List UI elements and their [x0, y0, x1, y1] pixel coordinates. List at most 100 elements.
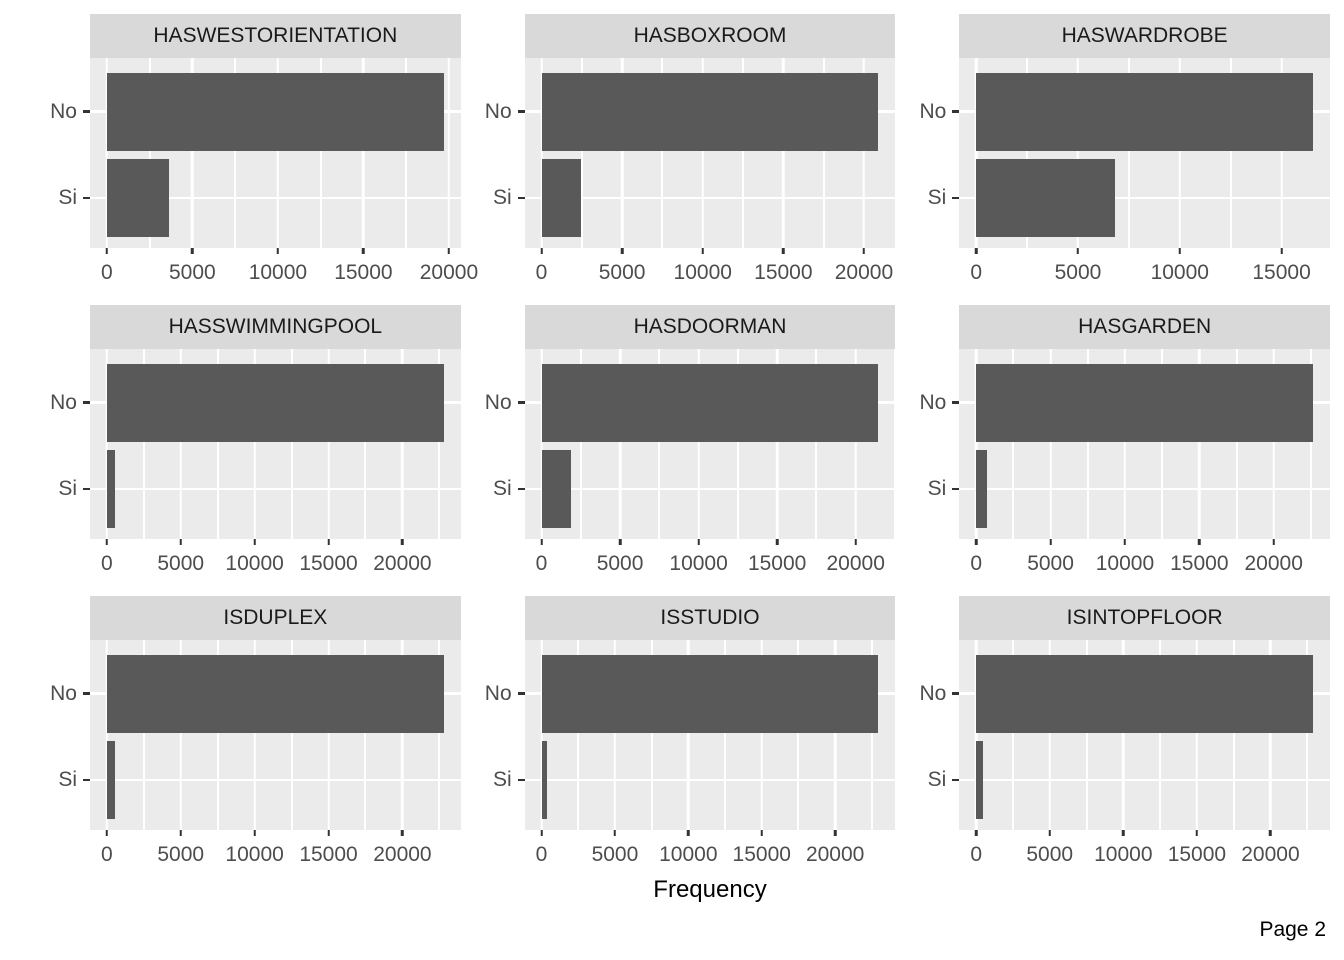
- gridline-minor-x: [658, 349, 661, 539]
- bar-si: [541, 159, 581, 238]
- panel-main: HASGARDEN 0 5000 10000 15000 20000: [959, 305, 1330, 581]
- gridline-minor-x: [1306, 640, 1309, 830]
- bar-no: [541, 72, 879, 151]
- x-tick-mark: [1048, 830, 1051, 836]
- y-tick-mark: [83, 401, 90, 404]
- gridline-minor-x: [142, 349, 145, 539]
- gridline-major-x: [854, 349, 857, 539]
- x-tick-mark: [833, 830, 837, 836]
- facet-title: HASBOXROOM: [633, 24, 787, 47]
- x-tick-mark: [687, 830, 690, 836]
- facet-strip: HASDOORMAN: [524, 305, 896, 349]
- y-axis: No Si: [907, 14, 960, 290]
- gridline-major-x: [1076, 58, 1080, 248]
- bar-si: [541, 450, 572, 529]
- x-tick-mark: [540, 830, 543, 836]
- facet-strip: HASGARDEN: [959, 305, 1330, 349]
- gridline-major-x: [1195, 640, 1199, 830]
- gridline-major-x: [1122, 640, 1125, 830]
- gridline-minor-x: [1235, 349, 1238, 539]
- gridline-major-y: [524, 196, 896, 200]
- x-tick-mark: [179, 539, 182, 545]
- plot-area: [90, 349, 461, 539]
- panel-main: ISDUPLEX 0 5000 10000 15000 20000: [90, 596, 461, 872]
- bar-si: [106, 741, 115, 820]
- gridline-major-x: [974, 640, 978, 830]
- y-tick-label: Si: [927, 186, 947, 210]
- y-tick-mark: [952, 778, 960, 782]
- gridline-minor-x: [290, 349, 293, 539]
- facet-panel-isduplex: No Si ISDUPLEX 0 5000 10000 15000 20000: [38, 596, 461, 872]
- x-tick-label: 10000: [1094, 843, 1153, 866]
- x-tick-mark: [1049, 539, 1052, 545]
- x-tick-mark: [401, 830, 404, 836]
- x-tick-mark: [327, 539, 330, 545]
- y-axis: No Si: [907, 596, 960, 872]
- facet-panel-hasswimmingpool: No Si HASSWIMMINGPOOL 0 5000 10000 15000 2000…: [38, 305, 461, 581]
- y-tick-mark: [517, 110, 525, 113]
- x-tick-label: 0: [970, 261, 983, 284]
- x-tick-mark: [105, 248, 109, 254]
- y-tick-mark: [517, 401, 525, 404]
- y-tick-label: Si: [58, 186, 77, 210]
- gridline-major-x: [782, 58, 785, 248]
- gridline-minor-x: [1159, 640, 1162, 830]
- bar-no: [976, 72, 1314, 151]
- gridline-major-x: [327, 640, 330, 830]
- gridline-major-x: [1272, 349, 1275, 539]
- panel-main: HASSWIMMINGPOOL 0 5000 10000 15000 20000: [90, 305, 461, 581]
- gridline-major-x: [618, 349, 622, 539]
- gridline-minor-x: [1086, 349, 1089, 539]
- x-tick-mark: [974, 248, 978, 254]
- x-axis: 0 5000 10000 15000 20000: [959, 539, 1330, 581]
- y-tick-label: Si: [492, 186, 512, 210]
- x-tick-mark: [775, 539, 779, 545]
- x-axis: 0 5000 10000 15000 20000: [90, 248, 478, 290]
- gridline-minor-x: [364, 349, 367, 539]
- gridline-major-x: [179, 640, 182, 830]
- gridline-major-x: [862, 58, 866, 248]
- x-tick-label: 15000: [1252, 261, 1311, 284]
- gridline-major-x: [105, 58, 109, 248]
- y-tick-label: Si: [927, 477, 947, 501]
- x-tick-mark: [1195, 830, 1199, 836]
- x-tick-label: 5000: [157, 552, 205, 575]
- gridline-major-y: [959, 196, 1330, 200]
- gridline-major-y: [959, 487, 1330, 491]
- gridline-minor-x: [579, 349, 582, 539]
- plot-area: [524, 58, 896, 248]
- x-axis: 0 5000 10000 15000 20000: [90, 830, 461, 872]
- x-axis: 0 5000 10000 15000 20000: [525, 830, 896, 872]
- plot-area: [959, 640, 1330, 830]
- x-tick-mark: [105, 830, 109, 836]
- gridline-minor-x: [216, 640, 219, 830]
- x-tick-label: 0: [535, 552, 548, 575]
- y-tick-mark: [952, 692, 960, 695]
- gridline-major-x: [1123, 349, 1127, 539]
- facet-panel-isstudio: No Si ISSTUDIO 0 5000 10000 15000 20000: [473, 596, 896, 872]
- gridline-minor-x: [661, 58, 664, 248]
- bar-no: [976, 363, 1314, 442]
- bar-no: [106, 72, 444, 151]
- x-axis: 0 5000 10000 15000 20000: [525, 248, 896, 290]
- gridline-minor-x: [870, 640, 873, 830]
- gridline-minor-x: [742, 58, 745, 248]
- gridline-major-x: [687, 640, 690, 830]
- gridline-minor-x: [650, 640, 653, 830]
- y-tick-label: No: [484, 681, 512, 705]
- x-tick-mark: [1178, 248, 1182, 254]
- x-tick-label: 20000: [1241, 843, 1300, 866]
- gridline-major-x: [1198, 349, 1201, 539]
- gridline-major-x: [974, 349, 978, 539]
- x-tick-mark: [327, 830, 330, 836]
- y-axis: No Si: [473, 305, 525, 581]
- gridline-major-x: [540, 640, 543, 830]
- y-tick-mark: [83, 110, 90, 113]
- x-tick-label: 10000: [248, 261, 308, 284]
- x-tick-label: 10000: [1095, 552, 1155, 575]
- bar-no: [106, 363, 444, 442]
- y-tick-label: No: [50, 99, 77, 123]
- facet-title: ISSTUDIO: [660, 606, 760, 629]
- facet-title: HASWARDROBE: [1061, 24, 1228, 47]
- y-tick-label: Si: [492, 477, 512, 501]
